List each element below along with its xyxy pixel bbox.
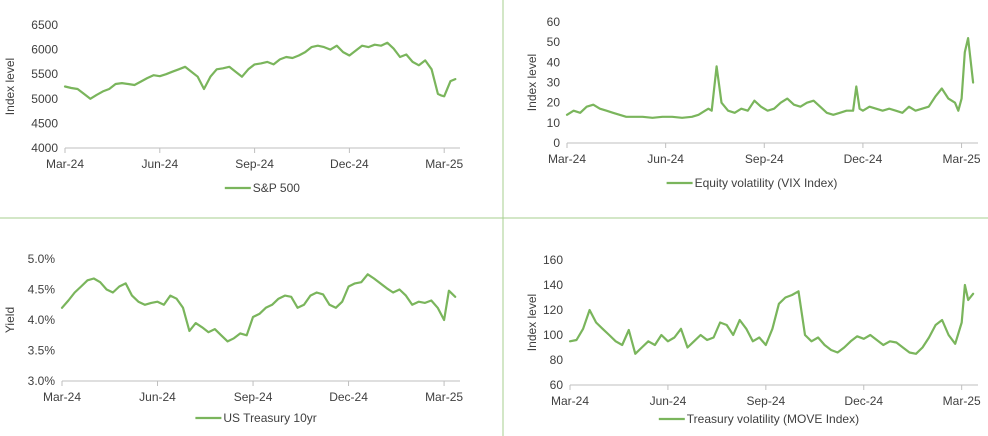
- x-tick-label: Sep-24: [234, 390, 273, 404]
- series-line-vix: [565, 36, 975, 119]
- vix-chart: 0 10 20 30 40 50 60 Mar-24 Jun-24 Sep-24 Dec-24 Mar…: [525, 15, 981, 190]
- y-tick-label: 20: [547, 96, 561, 110]
- y-tick-label: 3.0%: [28, 374, 56, 388]
- series-line-sp500: [63, 41, 457, 100]
- y-tick-label: 140: [543, 278, 563, 292]
- y-tick-label: 5000: [31, 92, 58, 106]
- y-tick-label: 50: [547, 35, 561, 49]
- x-tick-label: Mar-24: [551, 394, 589, 408]
- legend-label: US Treasury 10yr: [223, 411, 316, 425]
- y-tick-label: 5500: [31, 67, 58, 81]
- series-line-move: [568, 283, 975, 355]
- x-tick-label: Mar-24: [548, 152, 586, 166]
- x-tick-label: Mar-25: [425, 157, 463, 171]
- x-tick-label: Jun-24: [141, 157, 178, 171]
- treasury-10yr-chart: 3.0% 3.5% 4.0% 4.5% 5.0% Mar-24 Jun-24 Sep-24 De…: [3, 252, 463, 425]
- y-tick-label: 5.0%: [28, 252, 56, 266]
- y-tick-label: 80: [550, 353, 564, 367]
- y-tick-label: 4500: [31, 116, 58, 130]
- y-tick-label: 30: [547, 76, 561, 90]
- x-tick-label: Dec-24: [844, 152, 883, 166]
- legend-label: Treasury volatility (MOVE Index): [687, 412, 859, 426]
- series-line-ust10: [60, 273, 457, 343]
- y-tick-label: 60: [547, 15, 561, 29]
- y-tick-label: 6500: [31, 18, 58, 32]
- move-chart: 60 80 100 120 140 160 Mar-24 Jun-24 Sep-24 Dec-24…: [525, 253, 981, 426]
- x-tick-label: Sep-24: [746, 394, 785, 408]
- x-tick-label: Dec-24: [844, 394, 883, 408]
- y-tick-label: 3.5%: [28, 344, 56, 358]
- x-tick-label: Sep-24: [745, 152, 784, 166]
- x-tick-label: Mar-24: [46, 157, 84, 171]
- y-tick-label: 40: [547, 55, 561, 69]
- x-tick-label: Mar-25: [425, 390, 463, 404]
- y-tick-label: 120: [543, 303, 563, 317]
- x-tick-label: Dec-24: [330, 157, 369, 171]
- y-tick-label: 6000: [31, 43, 58, 57]
- x-tick-label: Mar-25: [943, 394, 981, 408]
- y-tick-label: 4.5%: [28, 283, 56, 297]
- y-axis-title: Index level: [525, 294, 539, 351]
- y-axis-title: Index level: [3, 58, 17, 115]
- y-axis-title: Yield: [3, 307, 17, 333]
- y-tick-label: 10: [547, 116, 561, 130]
- x-tick-label: Sep-24: [235, 157, 274, 171]
- x-tick-label: Jun-24: [650, 394, 687, 408]
- legend-label: S&P 500: [253, 181, 300, 195]
- x-tick-label: Dec-24: [329, 390, 368, 404]
- x-tick-label: Jun-24: [139, 390, 176, 404]
- x-tick-label: Mar-24: [43, 390, 81, 404]
- legend-label: Equity volatility (VIX Index): [695, 176, 838, 190]
- y-tick-label: 4.0%: [28, 313, 56, 327]
- y-tick-label: 0: [553, 136, 560, 150]
- y-tick-label: 160: [543, 253, 563, 267]
- sp500-chart: 4000 4500 5000 5500 6000 6500 Mar-24 Jun-24 Sep-…: [3, 18, 464, 195]
- x-tick-label: Mar-25: [943, 152, 981, 166]
- y-tick-label: 60: [550, 378, 564, 392]
- y-tick-label: 4000: [31, 141, 58, 155]
- x-tick-label: Jun-24: [647, 152, 684, 166]
- y-tick-label: 100: [543, 328, 563, 342]
- y-axis-title: Index level: [525, 54, 539, 111]
